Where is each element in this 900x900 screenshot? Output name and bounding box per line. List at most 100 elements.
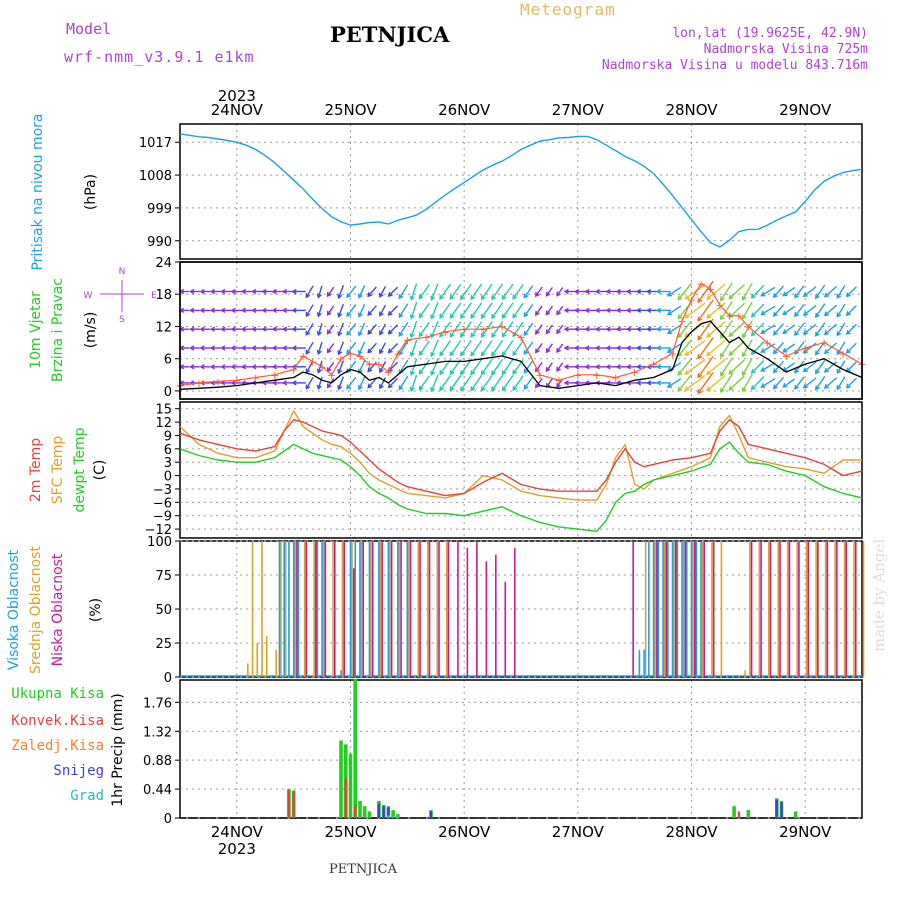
wind-speed-line (179, 320, 863, 390)
bottom-day-label: 25NOV (324, 823, 377, 841)
wind-arrow (751, 284, 765, 299)
wind-arrow-head (480, 370, 486, 376)
wind-arrow-head (316, 293, 322, 299)
wind-arrow-head (357, 293, 363, 299)
temp-unit-label: (C) (92, 460, 108, 481)
wind-arrow-head (556, 382, 561, 389)
wind-arrow-head (720, 315, 725, 321)
wind-arrow-head (815, 369, 820, 375)
wind-arrow-head (697, 389, 703, 395)
snow-bar (377, 803, 381, 818)
wind-arrow-head (625, 364, 632, 370)
wind-arrow-head (646, 307, 652, 314)
wind-arrow-head (326, 348, 332, 354)
wind-arrow-head (271, 288, 277, 295)
wind-arrow (501, 374, 514, 391)
wind-arrow (358, 322, 366, 336)
wind-arrow-head (802, 311, 808, 316)
wind-arrow-head (480, 313, 486, 320)
wind-arrow (418, 340, 430, 356)
wind-arrow (410, 339, 418, 357)
wind-arrow (358, 341, 366, 355)
wind-arrow-head (367, 310, 373, 317)
wind-arrow (677, 283, 692, 301)
wind-arrow-head (387, 292, 393, 297)
wind-arrow (337, 303, 345, 317)
wind-arrow-head (697, 335, 703, 341)
y-tick-label: 1008 (139, 169, 172, 184)
wind-arrow-head (697, 373, 703, 379)
gust-marker: + (384, 366, 393, 379)
wind-arrow-head (772, 311, 778, 317)
wind-arrow-head (281, 307, 288, 314)
top-day-label: 24NOV (211, 101, 264, 119)
precip-legend-item: Snijeg (53, 763, 104, 779)
wind-arrow (836, 376, 846, 390)
wind-arrow (706, 358, 726, 375)
wind-arrow (379, 304, 387, 316)
wind-arrow (398, 322, 409, 337)
wind-arrow (824, 361, 838, 373)
gust-marker: + (782, 350, 791, 363)
wind-arrow (346, 341, 357, 355)
wind-arrow-head (346, 349, 352, 355)
wind-arrow (523, 341, 534, 355)
wind-arrow-head (635, 307, 642, 314)
wind-arrow (815, 284, 826, 299)
wind-arrow (523, 376, 534, 390)
wind-arrow-head (512, 294, 518, 300)
wind-arrow (317, 285, 323, 298)
gust-marker: + (355, 350, 364, 363)
wind-arrow (824, 323, 838, 335)
wind-arrow-head (802, 367, 808, 373)
wind-arrow-head (815, 312, 820, 319)
wind-arrow (815, 341, 826, 355)
precip-legend-item: Ukupna Kisa (11, 686, 104, 702)
precip-total-bar (732, 806, 736, 818)
gust-marker: + (403, 334, 412, 347)
wind-arrow-head (594, 326, 600, 332)
wind-arrow (317, 323, 323, 336)
wind-arrow (501, 358, 514, 375)
wind-arrow (773, 341, 785, 354)
wind-arrow-head (535, 310, 540, 317)
wind-arrow-head (750, 350, 756, 356)
wind-arrow-head (794, 293, 799, 299)
y-tick-label: 0.88 (143, 754, 172, 769)
wind-arrow (523, 322, 534, 336)
lonlat-text: lon,lat (19.9625E, 42.9N) (672, 26, 868, 41)
wind-arrow (742, 358, 753, 376)
wind-arrow-head (720, 296, 725, 302)
precip-total-bar (358, 800, 362, 818)
wind-arrow (761, 378, 776, 388)
wind-arrow-head (398, 294, 404, 300)
wind-arrow (782, 324, 796, 334)
wind-arrow-head (823, 383, 830, 389)
gust-marker: + (374, 358, 383, 371)
wind-arrow-head (720, 387, 725, 393)
gust-marker: + (232, 374, 241, 387)
y-tick-label: −6 (153, 496, 172, 511)
wind-arrow-head (556, 310, 561, 316)
wind-arrow-head (261, 345, 267, 351)
wind-arrow-head (230, 326, 236, 332)
wind-arrow-head (337, 312, 343, 318)
wind-arrow (367, 324, 377, 335)
precip-conv-bar (292, 791, 295, 818)
wind-arrow-head (684, 351, 690, 357)
wind-arrow-head (655, 364, 662, 370)
wind-arrow-head (646, 288, 652, 295)
wind-arrow-head (337, 350, 343, 356)
precip-unit-label: 1hr Precip (mm) (110, 693, 126, 806)
wind-arrow (728, 284, 745, 300)
wind-arrow-head (271, 307, 277, 314)
wind-arrow-head (189, 307, 195, 314)
wind-arrow-head (728, 385, 734, 391)
y-tick-label: 12 (155, 320, 172, 335)
wind-arrow-head (409, 333, 415, 339)
bottom-day-label: 26NOV (438, 823, 491, 841)
wind-arrow-head (398, 312, 404, 319)
precip-legend-item: Zaledj.Kisa (11, 738, 104, 754)
wind-arrow-head (209, 288, 215, 295)
